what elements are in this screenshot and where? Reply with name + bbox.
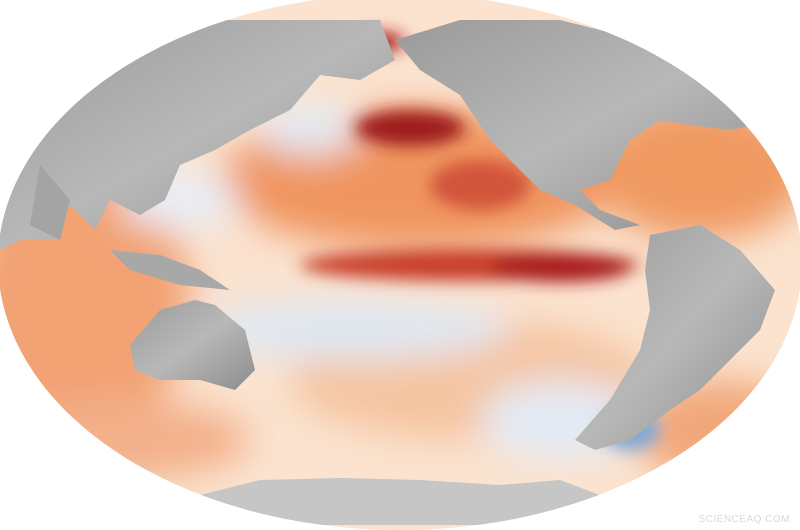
watermark: SCIENCEAQ.COM (698, 514, 790, 525)
